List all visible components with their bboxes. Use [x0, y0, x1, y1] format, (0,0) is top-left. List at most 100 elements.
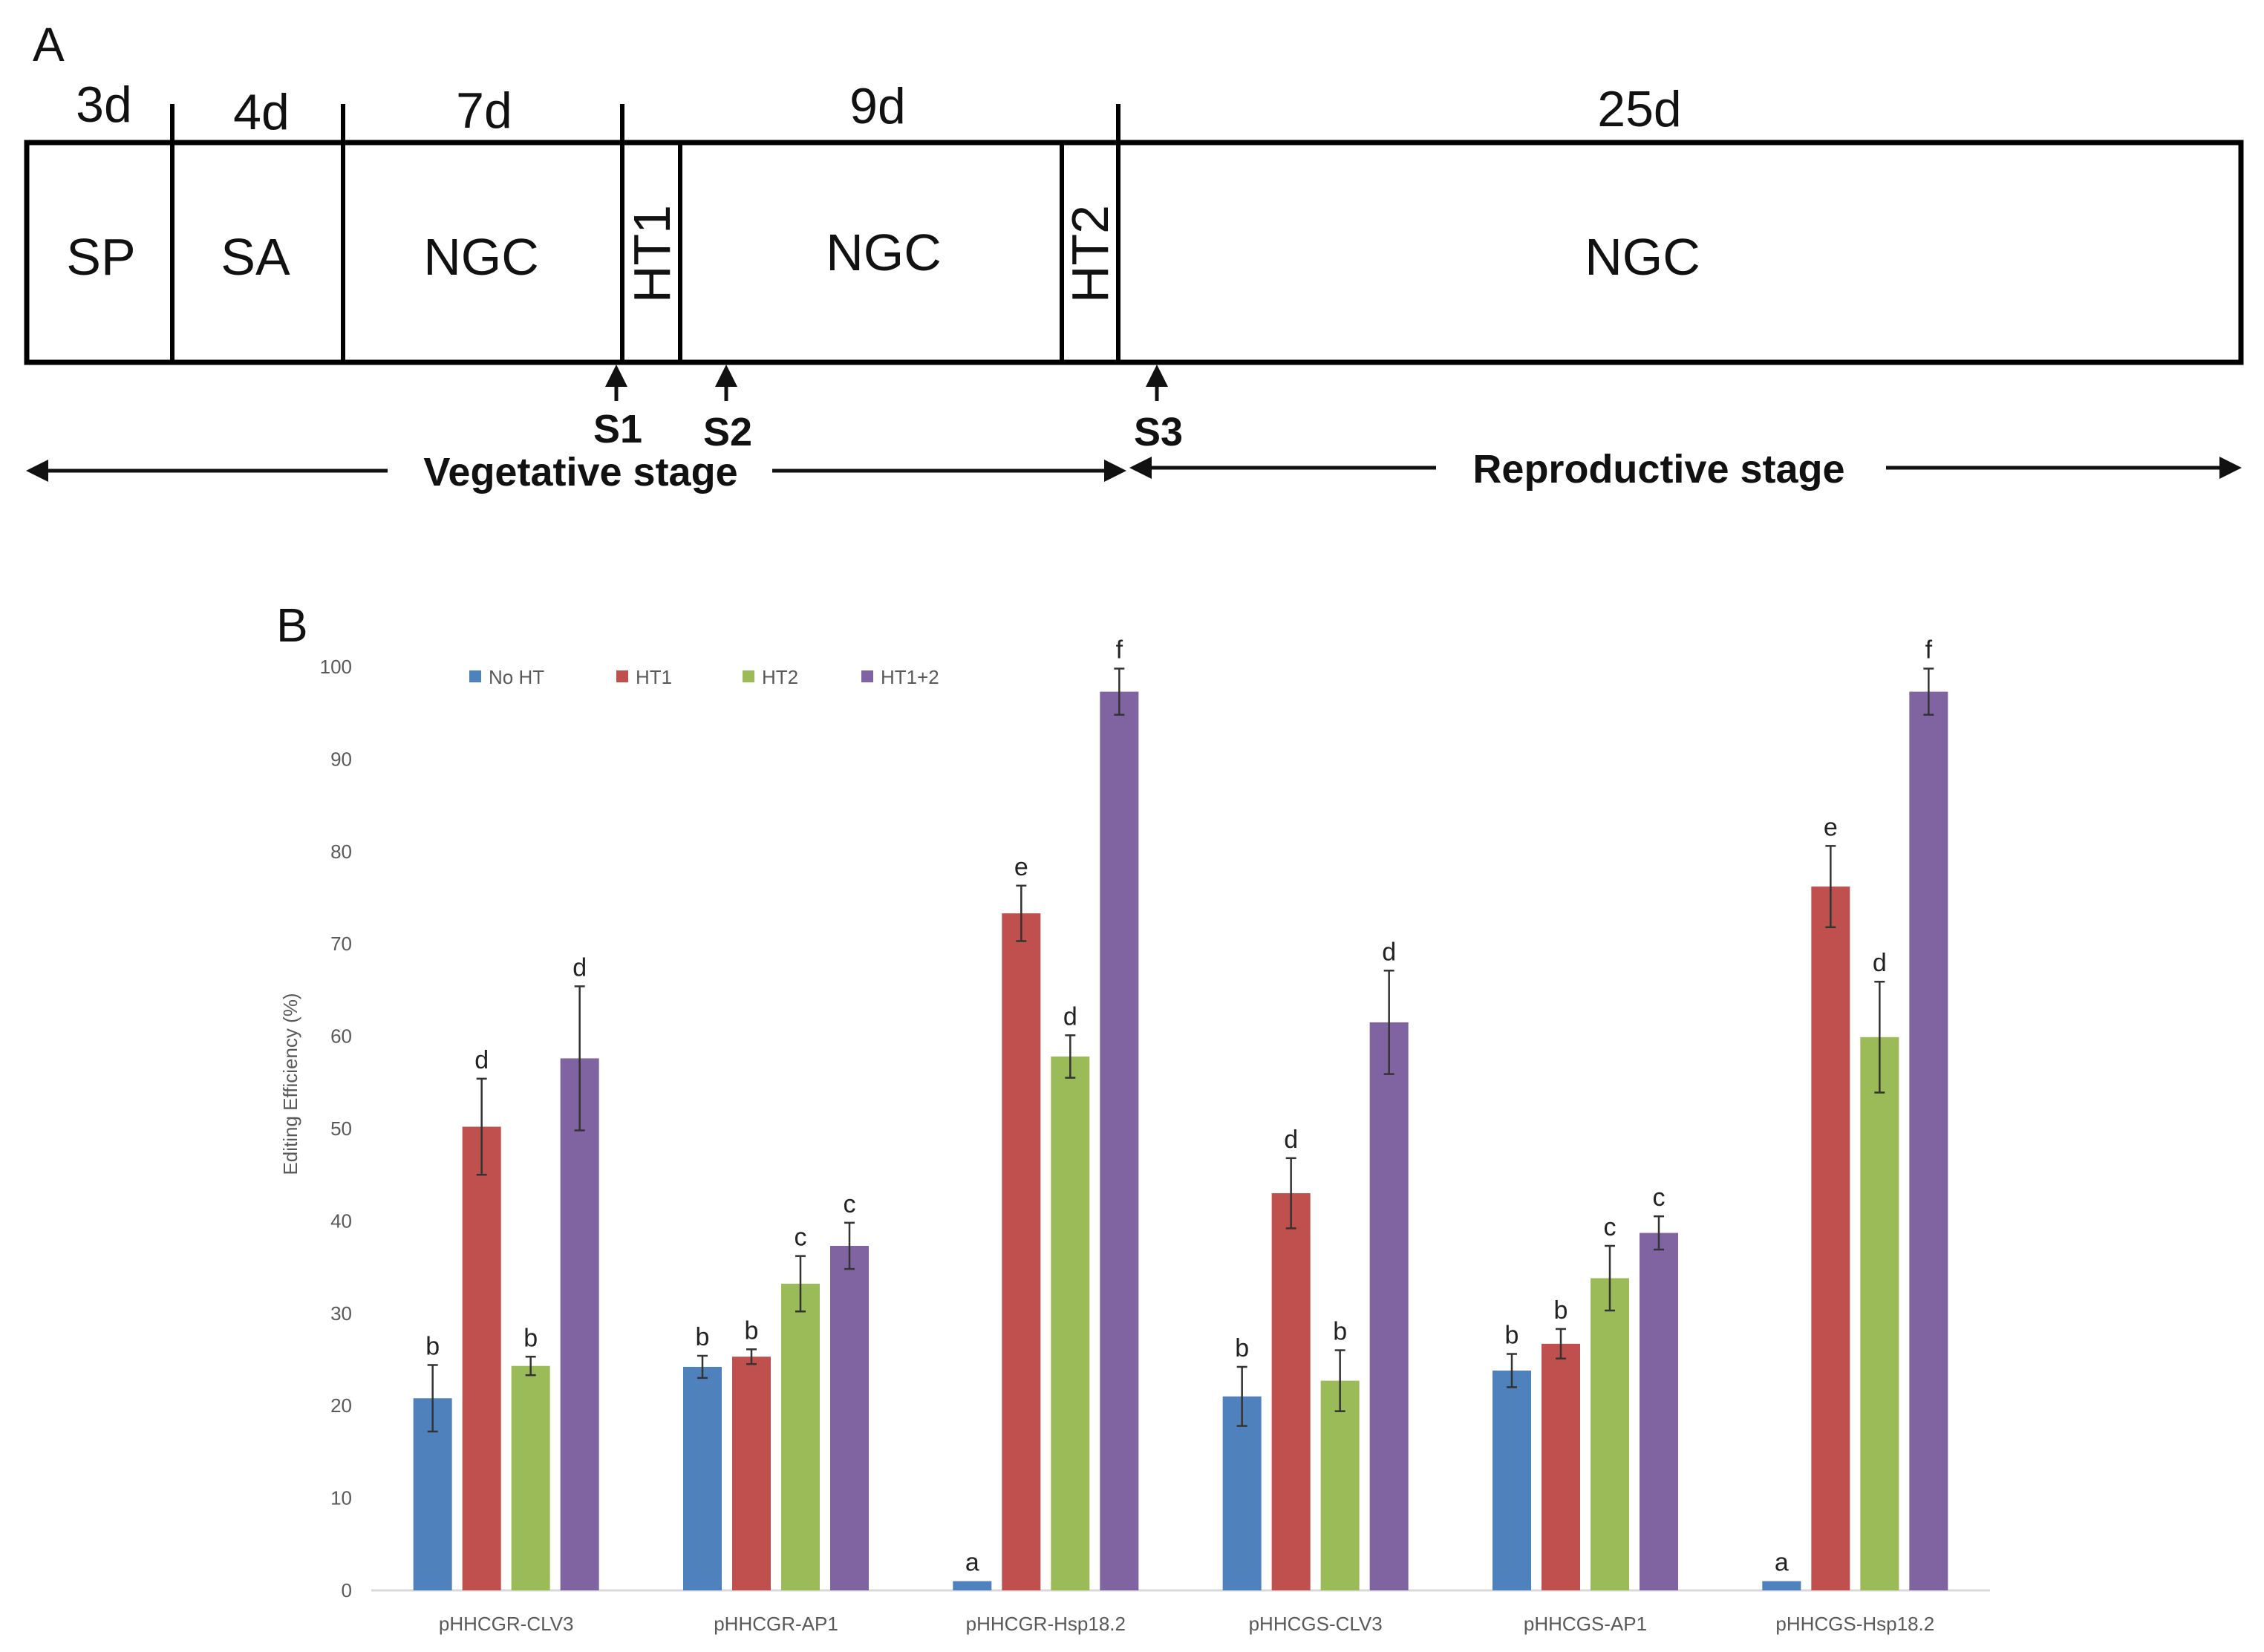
significance-letter: b [745, 1316, 759, 1345]
significance-letter: a [1775, 1549, 1789, 1577]
significance-letter: c [1653, 1184, 1666, 1212]
segment-sa: SA [221, 228, 290, 286]
significance-letter: c [1604, 1213, 1617, 1241]
timeline-box [24, 140, 2244, 365]
duration-ngc-3: 25d [1597, 81, 1681, 137]
bar [1051, 1056, 1090, 1590]
category-label: pHHCGS-Hsp18.2 [1775, 1613, 1934, 1635]
bar-group: a e d f [1762, 636, 1948, 1590]
legend: No HT HT1 HT2 HT1+2 [469, 666, 939, 688]
category-labels: pHHCGR-CLV3 pHHCGR-AP1 pHHCGR-Hsp18.2 pHHCG… [439, 1613, 1934, 1635]
legend-label: HT1 [636, 666, 672, 688]
significance-letter: e [1824, 813, 1838, 841]
significance-letter: d [1873, 949, 1887, 977]
legend-swatch [861, 670, 873, 682]
legend-label: HT1+2 [881, 666, 939, 688]
bar [732, 1356, 771, 1590]
y-axis-label: Editing Efficiency (%) [279, 993, 301, 1175]
bar [1762, 1581, 1801, 1590]
y-tick-label: 20 [330, 1394, 352, 1417]
category-label: pHHCGS-CLV3 [1249, 1613, 1383, 1635]
significance-letter: b [425, 1332, 440, 1360]
bar-groups: b d b d b b c c a e d f b d b d b b c c a e d f [413, 636, 1948, 1590]
significance-letter: d [1284, 1126, 1298, 1154]
y-tick-label: 40 [330, 1209, 352, 1232]
segment-sp: SP [66, 228, 135, 286]
significance-letter: b [1505, 1322, 1519, 1350]
bar [1271, 1193, 1311, 1590]
y-axis-ticks: 0 10 20 30 40 50 60 70 80 90 100 [320, 656, 352, 1602]
significance-letter: a [965, 1549, 979, 1577]
segment-ngc-2: NGC [826, 223, 942, 281]
bar [560, 1058, 599, 1590]
bar [830, 1245, 869, 1590]
vegetative-stage-label: Vegetative stage [423, 450, 737, 494]
legend-swatch [743, 670, 754, 682]
segment-ht1: HT1 [623, 205, 681, 303]
significance-letter: c [795, 1224, 807, 1252]
legend-label: No HT [489, 666, 544, 688]
chart-panel: B Editing Efficiency (%) 0 10 20 30 40 50 60 70… [276, 598, 1990, 1635]
significance-letter: d [474, 1046, 489, 1074]
sample-s2: S2 [703, 410, 752, 454]
duration-ngc-1: 7d [456, 82, 512, 139]
sample-s1: S1 [593, 407, 642, 451]
duration-sa: 4d [233, 84, 290, 140]
significance-letter: b [523, 1324, 538, 1352]
significance-letter: d [1382, 938, 1396, 966]
bar [1493, 1370, 1531, 1590]
legend-swatch [616, 670, 628, 682]
panel-a-label: A [33, 18, 65, 71]
bar-group: b d b d [413, 953, 599, 1590]
bar-group: b b c c [1493, 1184, 1678, 1590]
segment-ngc-1: NGC [423, 228, 539, 286]
panel-b-label: B [276, 598, 308, 652]
bar [1320, 1380, 1360, 1590]
significance-letter: c [844, 1190, 856, 1218]
category-label: pHHCGS-AP1 [1524, 1613, 1647, 1635]
timeline-panel: A 3d 4d 7d 9d 25d SP SA NGC HT1 NGC HT2 … [24, 18, 2244, 494]
y-tick-label: 50 [330, 1117, 352, 1140]
bar [1909, 691, 1948, 1590]
y-tick-label: 10 [330, 1487, 352, 1509]
category-label: pHHCGR-AP1 [714, 1613, 838, 1635]
y-tick-label: 80 [330, 840, 352, 863]
duration-sp: 3d [76, 76, 132, 133]
y-tick-label: 30 [330, 1302, 352, 1325]
duration-ngc-2: 9d [849, 78, 906, 134]
significance-letter: d [572, 953, 587, 982]
bar [511, 1365, 550, 1590]
bar [1369, 1022, 1409, 1590]
significance-letter: b [1554, 1296, 1568, 1325]
bar-group: b d b d [1222, 938, 1409, 1590]
significance-letter: b [1235, 1334, 1249, 1362]
bar-group: b b c c [683, 1190, 869, 1590]
significance-letter: e [1014, 853, 1028, 881]
bar [1542, 1343, 1580, 1590]
significance-letter: b [696, 1323, 710, 1351]
y-tick-label: 0 [342, 1579, 352, 1602]
significance-letter: f [1116, 636, 1123, 664]
legend-swatch [469, 670, 481, 682]
y-tick-label: 70 [330, 933, 352, 955]
segment-ngc-3: NGC [1585, 228, 1700, 286]
bar [683, 1366, 722, 1590]
bar [953, 1581, 992, 1590]
bar [1640, 1233, 1678, 1590]
bar [462, 1126, 501, 1590]
y-tick-label: 60 [330, 1025, 352, 1048]
bar [1591, 1278, 1629, 1590]
sample-s3: S3 [1134, 410, 1183, 454]
bar [1002, 913, 1041, 1590]
significance-letter: d [1063, 1002, 1077, 1031]
bar [781, 1283, 820, 1590]
category-label: pHHCGR-Hsp18.2 [966, 1613, 1126, 1635]
y-tick-label: 90 [330, 748, 352, 770]
reproductive-stage-label: Reproductive stage [1472, 447, 1844, 492]
y-tick-label: 100 [320, 656, 352, 678]
bar [1222, 1396, 1262, 1590]
significance-letter: b [1333, 1318, 1347, 1346]
bar [1860, 1036, 1899, 1590]
bar [1811, 887, 1850, 1590]
